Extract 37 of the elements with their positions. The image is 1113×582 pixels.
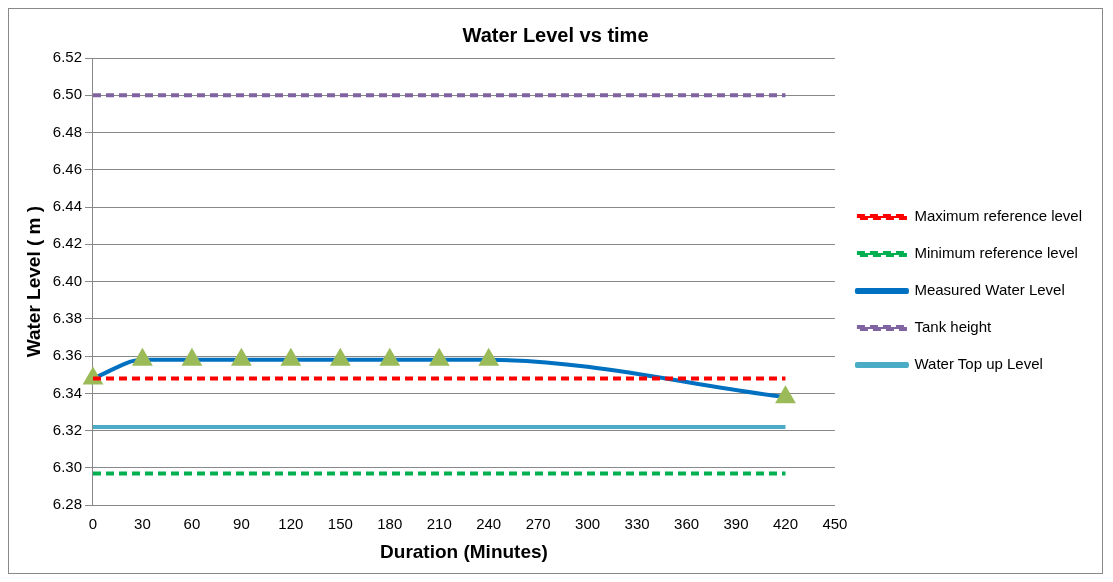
x-tick-label: 270 [525, 515, 551, 533]
x-tick-label: 330 [624, 515, 650, 533]
y-tick-label: 6.36 [52, 346, 82, 364]
x-tick-label: 390 [723, 515, 749, 533]
y-tick-label: 6.40 [52, 271, 82, 289]
x-tick-label: 300 [575, 515, 601, 533]
x-tick-label: 180 [377, 515, 403, 533]
x-tick-label: 120 [278, 515, 304, 533]
x-tick-label: 30 [134, 515, 151, 533]
x-tick-label: 150 [327, 515, 353, 533]
legend-label: Water Top up Level [914, 355, 1043, 373]
y-tick-label: 6.34 [52, 383, 82, 401]
y-tick-label: 6.38 [52, 309, 82, 327]
x-tick-label: 360 [674, 515, 700, 533]
x-tick-label: 420 [772, 515, 798, 533]
y-tick-label: 6.50 [52, 85, 82, 103]
y-tick-label: 6.28 [52, 495, 82, 513]
x-tick-label: 0 [88, 515, 98, 533]
x-tick-label: 450 [822, 515, 848, 533]
y-tick-label: 6.46 [52, 159, 82, 177]
x-axis-title: Duration (Minutes) [380, 540, 548, 562]
y-axis-title: Water Level ( m ) [22, 205, 44, 358]
y-tick-label: 6.52 [52, 48, 82, 66]
legend-label: Minimum reference level [914, 244, 1078, 262]
legend-label: Tank height [914, 318, 992, 336]
legend-label: Measured Water Level [914, 281, 1065, 299]
y-tick-label: 6.32 [52, 420, 82, 438]
y-tick-label: 6.42 [52, 234, 82, 252]
x-tick-label: 90 [233, 515, 250, 533]
x-tick-label: 210 [426, 515, 452, 533]
chart-title: Water Level vs time [462, 23, 649, 46]
x-tick-label: 60 [183, 515, 201, 533]
legend-label: Maximum reference level [914, 207, 1083, 225]
x-tick-label: 240 [476, 515, 502, 533]
y-tick-label: 6.48 [52, 122, 82, 140]
y-tick-label: 6.30 [52, 458, 82, 476]
y-tick-label: 6.44 [52, 197, 82, 215]
